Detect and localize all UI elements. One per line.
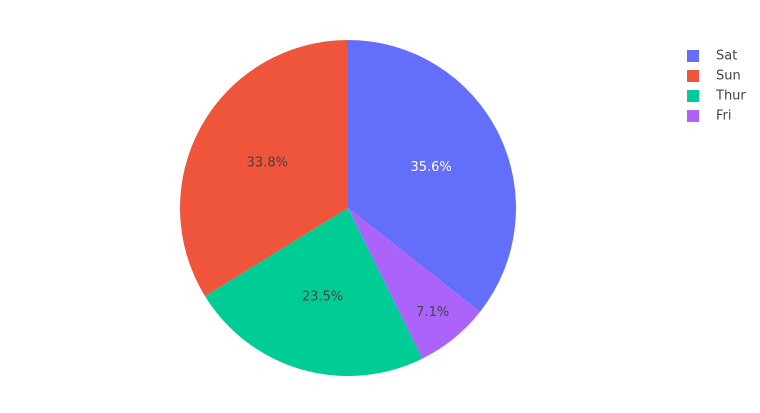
- slice-label: 7.1%: [416, 305, 449, 320]
- legend-label[interactable]: Sun: [716, 69, 741, 84]
- pie-slice: [348, 208, 481, 359]
- legend-swatch[interactable]: [687, 110, 699, 122]
- legend-swatch[interactable]: [687, 90, 699, 102]
- legend-label[interactable]: Sat: [716, 49, 737, 64]
- legend-label[interactable]: Thur: [715, 89, 746, 104]
- legend-label[interactable]: Fri: [716, 109, 732, 124]
- legend-swatch[interactable]: [687, 50, 699, 62]
- slice-label: 23.5%: [302, 289, 343, 304]
- pie-slice: [205, 208, 423, 376]
- legend-swatch[interactable]: [687, 70, 699, 82]
- slice-label: 35.6%: [410, 160, 451, 175]
- pie-slice: [180, 40, 348, 297]
- slice-label: 33.8%: [247, 155, 288, 170]
- pie-slice: [348, 40, 517, 312]
